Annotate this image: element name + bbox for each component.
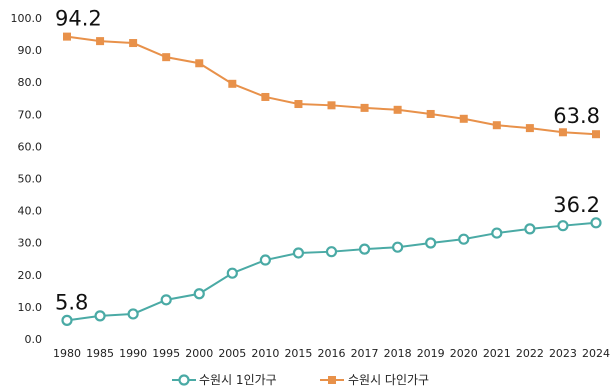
x-tick-label: 2024 — [582, 347, 610, 360]
x-tick-label: 2000 — [185, 347, 213, 360]
series-2-point — [261, 92, 270, 101]
series-1-point — [590, 217, 602, 229]
x-tick-label: 1990 — [119, 347, 147, 360]
x-tick-label: 2017 — [351, 347, 379, 360]
series-2-point — [327, 101, 336, 110]
y-tick-label: 70.0 — [18, 108, 43, 121]
series-1-point — [61, 314, 73, 326]
legend-label-1: 수원시 1인가구 — [199, 373, 277, 387]
y-tick-label: 80.0 — [18, 76, 43, 89]
series-2-point — [129, 39, 138, 48]
series-1-point — [358, 243, 371, 255]
x-tick-label: 1985 — [86, 347, 114, 360]
series-2-point — [558, 128, 567, 137]
x-tick-label: 2022 — [516, 347, 544, 360]
series-1-point — [292, 247, 305, 259]
x-tick-label: 2023 — [549, 347, 577, 360]
legend-label-2: 수원시 다인가구 — [348, 373, 429, 387]
series-1-point — [491, 227, 503, 239]
series-1-point — [325, 246, 338, 258]
y-tick-label: 10.0 — [18, 301, 43, 314]
x-tick-label: 2005 — [218, 347, 246, 360]
y-tick-label: 0.0 — [25, 333, 43, 346]
series-line-1 — [66, 221, 597, 322]
y-tick-label: 40.0 — [18, 205, 43, 218]
series-1-point — [226, 267, 238, 279]
series-line-2 — [66, 35, 597, 136]
y-tick-label: 30.0 — [18, 237, 43, 250]
series-2-point — [525, 124, 534, 133]
series-2-point — [162, 53, 171, 62]
y-tick-label: 60.0 — [18, 140, 43, 153]
series-2-point — [294, 100, 303, 109]
series-2-point — [360, 103, 369, 112]
series-2-point — [492, 121, 501, 130]
series-2-point — [63, 32, 71, 41]
series-2-point — [426, 109, 435, 118]
data-label: 5.8 — [55, 290, 88, 314]
series-1-point — [425, 237, 437, 249]
series-2-point — [393, 105, 402, 114]
series-2-point — [592, 130, 600, 139]
series-1-point — [524, 223, 536, 235]
series-1-point — [458, 233, 470, 245]
x-tick-label: 2021 — [483, 347, 511, 360]
data-label: 94.2 — [55, 7, 102, 31]
series-1-point — [127, 308, 139, 320]
series-1-point — [259, 254, 271, 266]
x-tick-label: 1995 — [152, 347, 180, 360]
legend-marker-2 — [328, 376, 336, 384]
series-2-point — [459, 114, 468, 123]
series-2-point — [195, 59, 204, 68]
data-label: 63.8 — [553, 104, 600, 128]
x-tick-label: 2020 — [450, 347, 478, 360]
legend-marker-1 — [178, 374, 190, 386]
x-tick-label: 2010 — [251, 347, 279, 360]
y-tick-label: 100.0 — [11, 12, 43, 25]
series-1-point — [160, 294, 172, 306]
data-label: 36.2 — [553, 193, 600, 217]
x-tick-label: 2019 — [417, 347, 445, 360]
x-tick-label: 2016 — [318, 347, 346, 360]
x-tick-label: 2015 — [284, 347, 312, 360]
y-tick-label: 50.0 — [18, 173, 43, 186]
series-2-point — [96, 37, 105, 46]
series-1-point — [94, 310, 106, 322]
x-tick-label: 1980 — [53, 347, 81, 360]
x-tick-label: 2018 — [384, 347, 412, 360]
series-1-point — [392, 241, 404, 253]
y-tick-label: 20.0 — [18, 269, 43, 282]
series-1-point — [193, 288, 205, 300]
series-2-point — [228, 79, 237, 88]
series-1-point — [557, 220, 569, 232]
y-tick-label: 90.0 — [18, 44, 43, 57]
